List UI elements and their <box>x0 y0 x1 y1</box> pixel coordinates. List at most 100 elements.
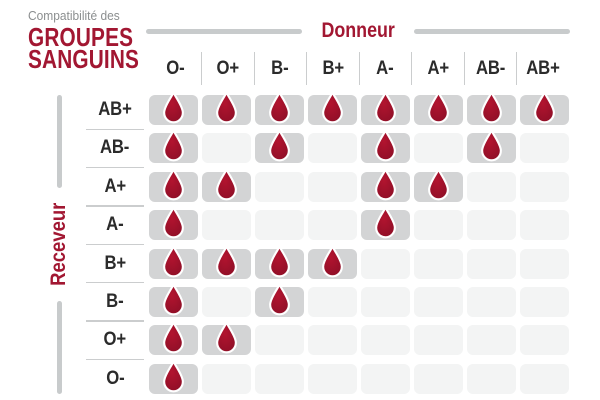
blood-drop-icon <box>215 321 237 354</box>
donor-col-label: A+ <box>426 57 449 79</box>
receiver-row-header-ab-neg: AB- <box>86 133 144 169</box>
cell-o-pos-ab-neg <box>467 325 516 356</box>
cell-ab-pos-a-neg <box>361 91 410 125</box>
cell-b-pos-b-neg <box>255 245 304 279</box>
receiver-row-header-a-neg: A- <box>86 210 144 246</box>
receiver-axis-header: Receveur <box>47 95 70 394</box>
receiver-row-header-b-pos: B+ <box>86 249 144 284</box>
compatibility-grid <box>149 91 569 394</box>
donor-col-header-ab-pos: AB+ <box>517 50 570 87</box>
cell-a-pos-o-pos <box>202 168 251 202</box>
receiver-row-label: B+ <box>104 252 126 274</box>
blood-drop-icon <box>162 206 184 239</box>
cell-b-neg-b-pos <box>308 286 357 317</box>
blood-drop-icon <box>162 129 184 162</box>
receiver-axis-label: Receveur <box>47 202 70 287</box>
receiver-axis-line-bottom <box>56 300 62 394</box>
receiver-row-label: AB- <box>100 137 130 159</box>
receiver-row-label: O- <box>105 367 125 389</box>
blood-drop-icon <box>480 91 502 124</box>
cell-b-pos-b-pos <box>308 245 357 279</box>
cell-a-pos-ab-neg <box>467 171 516 202</box>
cell-b-neg-ab-pos <box>520 286 569 317</box>
receiver-row-header-o-neg: O- <box>86 364 144 394</box>
cell-a-neg-b-neg <box>255 210 304 241</box>
donor-col-header-b-pos: B+ <box>307 50 359 87</box>
cell-o-neg-a-neg <box>361 363 410 394</box>
donor-col-label: O+ <box>216 57 240 79</box>
blood-drop-icon <box>268 245 290 277</box>
blood-drop-icon <box>374 129 396 162</box>
cell-b-pos-o-neg <box>149 245 198 279</box>
donor-col-label: AB+ <box>526 57 560 79</box>
cell-ab-neg-b-pos <box>308 133 357 164</box>
donor-axis-line-left <box>146 28 302 34</box>
cell-a-neg-a-neg <box>361 206 410 241</box>
cell-a-pos-a-neg <box>361 168 410 202</box>
receiver-row-labels: AB+ AB- A+ A- B+ B- O+ O- <box>86 95 144 394</box>
cell-o-neg-o-pos <box>202 363 251 394</box>
blood-drop-icon <box>268 91 290 124</box>
receiver-row-label: B- <box>106 290 124 312</box>
donor-col-label: O- <box>166 57 185 79</box>
cell-a-neg-o-pos <box>202 210 251 241</box>
donor-col-header-a-neg: A- <box>359 50 412 87</box>
blood-drop-icon <box>215 91 237 124</box>
cell-b-neg-o-neg <box>149 283 198 317</box>
cell-b-pos-o-pos <box>202 245 251 279</box>
receiver-row-label: A+ <box>104 175 126 197</box>
blood-drop-icon <box>162 360 184 393</box>
cell-a-pos-b-neg <box>255 171 304 202</box>
cell-a-neg-ab-pos <box>520 210 569 241</box>
cell-o-neg-ab-pos <box>520 363 569 394</box>
blood-drop-icon <box>268 129 290 162</box>
receiver-axis-line-top <box>56 95 62 189</box>
cell-b-neg-b-neg <box>255 283 304 317</box>
cell-o-neg-o-neg <box>149 360 198 394</box>
receiver-row-header-a-pos: A+ <box>86 172 144 207</box>
cell-o-pos-o-pos <box>202 321 251 356</box>
blood-drop-icon <box>533 91 555 124</box>
blood-drop-icon <box>162 91 184 124</box>
donor-axis-line-right <box>414 28 571 34</box>
donor-col-label: AB- <box>475 57 505 79</box>
cell-a-pos-a-pos <box>414 168 463 202</box>
cell-o-pos-b-pos <box>308 325 357 356</box>
receiver-row-header-ab-pos: AB+ <box>86 95 144 130</box>
receiver-row-label: A- <box>106 214 124 236</box>
cell-a-pos-ab-pos <box>520 171 569 202</box>
cell-ab-neg-a-pos <box>414 133 463 164</box>
receiver-row-header-o-pos: O+ <box>86 325 144 361</box>
cell-ab-neg-o-neg <box>149 129 198 164</box>
cell-ab-neg-ab-pos <box>520 133 569 164</box>
receiver-row-label: AB+ <box>98 99 132 120</box>
cell-ab-pos-ab-neg <box>467 91 516 125</box>
receiver-row-label: O+ <box>103 329 127 351</box>
cell-b-neg-a-pos <box>414 286 463 317</box>
cell-ab-neg-o-pos <box>202 133 251 164</box>
donor-col-label: A- <box>376 57 394 79</box>
cell-o-neg-b-neg <box>255 363 304 394</box>
cell-ab-neg-a-neg <box>361 129 410 164</box>
cell-o-pos-b-neg <box>255 325 304 356</box>
blood-drop-icon <box>162 245 184 277</box>
cell-o-pos-a-neg <box>361 325 410 356</box>
donor-col-label: B- <box>271 57 289 79</box>
cell-ab-pos-a-pos <box>414 91 463 125</box>
cell-o-pos-o-neg <box>149 321 198 356</box>
donor-axis-label: Donneur <box>321 19 395 42</box>
blood-drop-icon <box>321 245 343 277</box>
cell-ab-neg-b-neg <box>255 129 304 164</box>
blood-drop-icon <box>215 168 237 201</box>
cell-b-neg-a-neg <box>361 286 410 317</box>
cell-ab-pos-b-neg <box>255 91 304 125</box>
title-eyebrow: Compatibilité des <box>28 8 120 23</box>
cell-b-neg-ab-neg <box>467 286 516 317</box>
cell-a-neg-o-neg <box>149 206 198 241</box>
donor-col-header-b-neg: B- <box>254 50 307 87</box>
donor-column-headers: O- O+ B- B+ A- A+ AB- AB+ <box>149 50 569 87</box>
blood-drop-icon <box>374 206 396 239</box>
blood-drop-icon <box>480 129 502 162</box>
blood-drop-icon <box>215 245 237 277</box>
